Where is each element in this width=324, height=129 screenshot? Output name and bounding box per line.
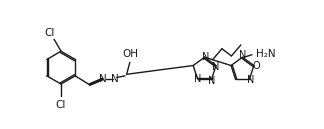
Text: N: N [239, 50, 246, 60]
Text: Cl: Cl [56, 100, 66, 110]
Text: H₂N: H₂N [256, 49, 275, 59]
Text: N: N [248, 75, 255, 85]
Text: O: O [253, 61, 260, 71]
Text: N: N [99, 74, 107, 84]
Text: N: N [212, 62, 220, 72]
Text: N: N [208, 75, 215, 86]
Text: OH: OH [122, 49, 138, 59]
Text: N: N [194, 74, 202, 84]
Text: N: N [202, 52, 210, 62]
Text: N: N [111, 74, 119, 84]
Text: Cl: Cl [44, 28, 54, 38]
